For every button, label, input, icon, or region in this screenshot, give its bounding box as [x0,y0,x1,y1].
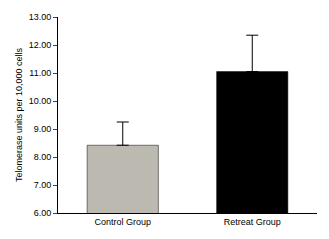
svg-text:11.00: 11.00 [29,68,51,78]
svg-text:Control Group: Control Group [94,217,151,227]
svg-text:7.00: 7.00 [34,180,52,190]
svg-text:Telomerase units per 10,000 ce: Telomerase units per 10,000 cells [14,47,24,182]
svg-text:13.00: 13.00 [29,12,52,22]
svg-text:9.00: 9.00 [34,124,52,134]
svg-text:8.00: 8.00 [34,152,52,162]
svg-text:12.00: 12.00 [29,40,52,50]
svg-text:10.00: 10.00 [29,96,52,106]
svg-text:6.00: 6.00 [34,208,52,218]
svg-text:Retreat Group: Retreat Group [224,217,281,227]
